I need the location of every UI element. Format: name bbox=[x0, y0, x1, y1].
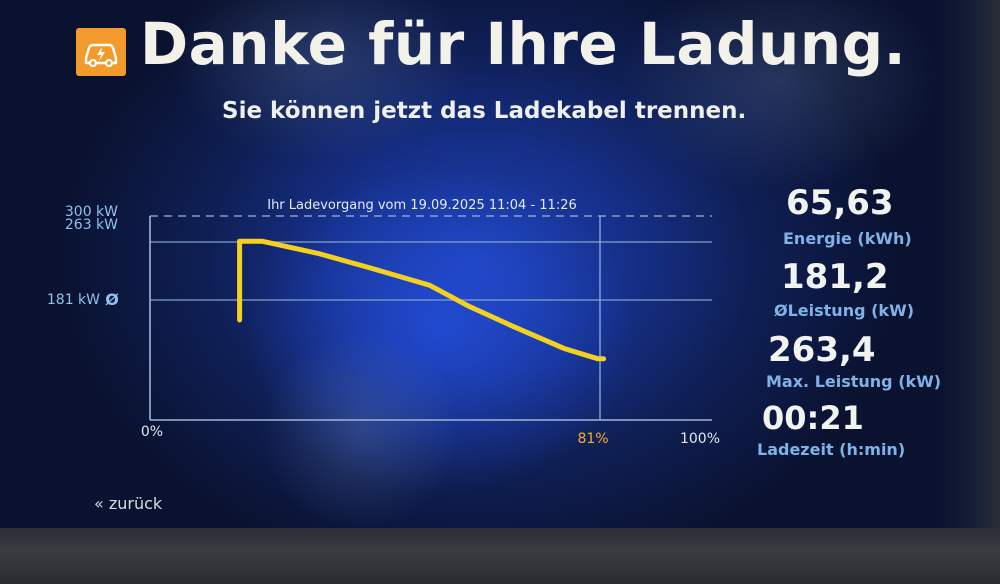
y-tick-181kw: 181 kW bbox=[47, 292, 100, 308]
max-power-value: 263,4 bbox=[768, 330, 876, 370]
energy-value: 65,63 bbox=[786, 183, 894, 223]
avg-power-value: 181,2 bbox=[781, 257, 889, 297]
y-tick-300kw: 300 kW bbox=[65, 204, 118, 220]
x-tick-0: 0% bbox=[141, 424, 163, 440]
charging-power-curve bbox=[237, 238, 607, 362]
x-tick-100: 100% bbox=[680, 431, 720, 447]
ev-charging-logo-icon bbox=[76, 28, 126, 76]
energy-label: Energie (kWh) bbox=[783, 229, 912, 248]
page-title: Danke für Ihre Ladung. bbox=[140, 10, 907, 78]
page-subtitle: Sie können jetzt das Ladekabel trennen. bbox=[222, 98, 747, 124]
screen-bezel-bottom bbox=[0, 528, 1000, 584]
screen-bezel-right bbox=[940, 0, 1000, 584]
chart-title: Ihr Ladevorgang vom 19.09.2025 11:04 - 1… bbox=[267, 198, 577, 213]
charging-time-label: Ladezeit (h:min) bbox=[757, 440, 906, 459]
average-symbol: Ø bbox=[105, 290, 119, 309]
back-button[interactable]: « zurück bbox=[94, 494, 163, 513]
avg-power-label: ØLeistung (kW) bbox=[774, 301, 915, 320]
charging-time-value: 00:21 bbox=[762, 399, 864, 437]
max-power-label: Max. Leistung (kW) bbox=[766, 372, 942, 391]
x-tick-81: 81% bbox=[577, 431, 608, 447]
y-tick-263kw: 263 kW bbox=[65, 217, 118, 233]
